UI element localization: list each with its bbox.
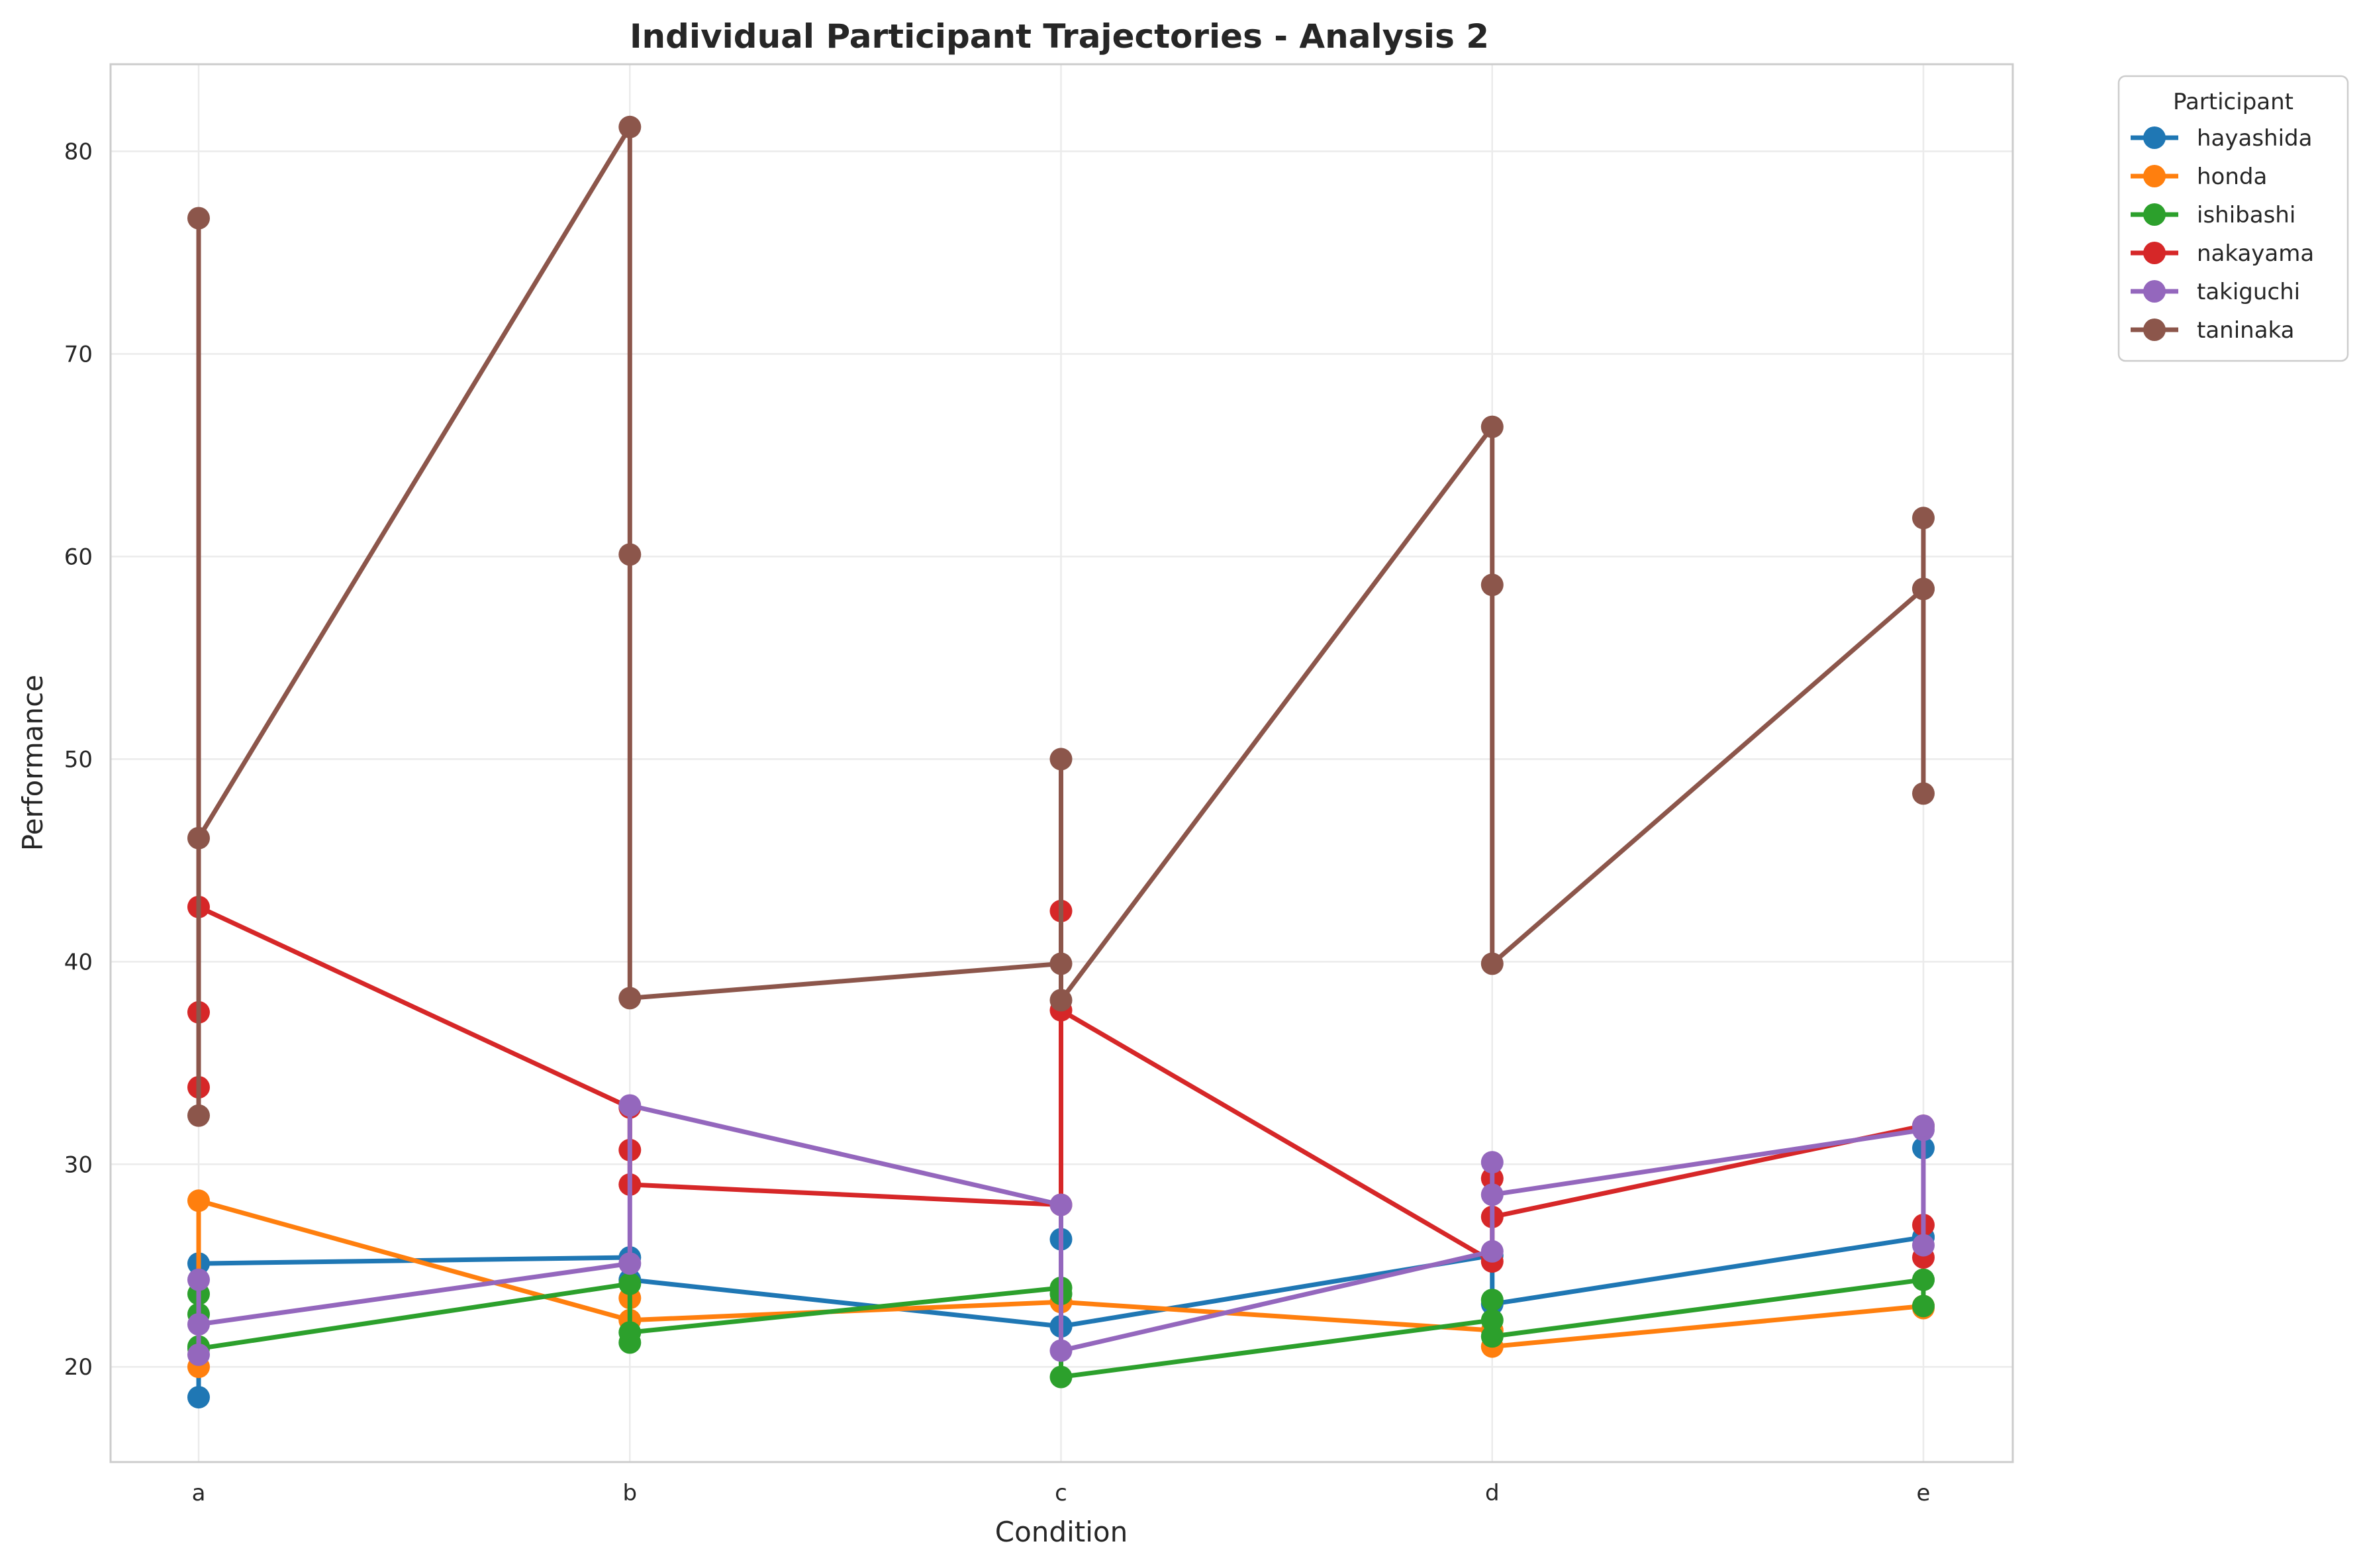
data-point (618, 1321, 642, 1344)
data-point (1480, 1240, 1504, 1263)
chart-title: Individual Participant Trajectories - An… (630, 17, 1489, 56)
x-tick-label: b (622, 1480, 637, 1506)
data-point (1480, 1183, 1504, 1206)
legend-marker (2143, 203, 2166, 226)
data-point (618, 115, 642, 138)
data-point (1049, 1365, 1073, 1389)
legend-entry-honda: honda (2131, 164, 2267, 190)
data-point (1049, 1339, 1073, 1362)
data-point (1049, 989, 1073, 1012)
x-tick-label: c (1055, 1480, 1067, 1506)
data-point (1912, 1234, 1935, 1257)
legend-label: ishibashi (2197, 202, 2295, 228)
data-point (187, 1104, 210, 1127)
data-point (187, 1313, 210, 1336)
legend-entry-takiguchi: takiguchi (2131, 279, 2300, 305)
plot-frame (109, 63, 2014, 1463)
legend-label: hayashida (2197, 125, 2312, 152)
legend-label: takiguchi (2197, 279, 2300, 305)
legend-marker (2143, 165, 2166, 187)
data-point (187, 1268, 210, 1291)
y-tick-label: 40 (64, 949, 93, 975)
legend-marker (2143, 242, 2166, 264)
x-axis-label: Condition (995, 1516, 1128, 1548)
data-point (618, 1252, 642, 1275)
data-point (1480, 1289, 1504, 1312)
data-point (618, 1094, 642, 1117)
data-point (618, 1272, 642, 1295)
data-point (187, 1189, 210, 1212)
legend-marker (2143, 280, 2166, 303)
legend-entry-taninaka: taninaka (2131, 317, 2294, 344)
data-point (1049, 748, 1073, 771)
data-point (1912, 782, 1935, 805)
data-point (1049, 952, 1073, 975)
data-point (1480, 952, 1504, 975)
legend-items: hayashida honda ishibashi nakayama takiguchi… (2131, 125, 2314, 344)
legend-entry-nakayama: nakayama (2131, 240, 2314, 267)
data-point (1480, 1308, 1504, 1332)
data-point (1912, 1268, 1935, 1291)
legend-label: taninaka (2197, 317, 2294, 344)
y-tick-label: 80 (64, 139, 93, 166)
y-tick-label: 50 (64, 746, 93, 773)
legend-label: nakayama (2197, 240, 2314, 267)
data-point (1480, 415, 1504, 438)
data-point (618, 987, 642, 1010)
legend-marker (2143, 318, 2166, 341)
data-point (618, 543, 642, 566)
legend-title: Participant (2173, 89, 2293, 115)
data-point (1480, 1325, 1504, 1348)
data-point (1912, 1114, 1935, 1138)
data-point (187, 1386, 210, 1409)
data-point (187, 826, 210, 850)
data-point (1912, 577, 1935, 601)
series-taninaka (187, 115, 1935, 1127)
y-tick-label: 70 (64, 341, 93, 368)
y-tick-label: 30 (64, 1152, 93, 1178)
legend-label: honda (2197, 164, 2267, 190)
legend-entry-ishibashi: ishibashi (2131, 202, 2295, 228)
data-point (1912, 1295, 1935, 1318)
legend: Participant hayashida honda ishibashi nakay… (2117, 75, 2349, 362)
series-layer (187, 115, 1935, 1409)
series-takiguchi (187, 1094, 1935, 1366)
data-point (1912, 507, 1935, 530)
data-point (1049, 1193, 1073, 1216)
data-point (1480, 573, 1504, 597)
data-point (187, 1343, 210, 1366)
data-point (187, 207, 210, 230)
series-line (196, 124, 1926, 1118)
data-point (1480, 1151, 1504, 1174)
legend-entry-hayashida: hayashida (2131, 125, 2312, 152)
tick-labels: a b c d e 20 30 40 50 60 70 80 (64, 139, 1931, 1506)
x-tick-label: a (192, 1480, 206, 1506)
y-tick-label: 20 (64, 1354, 93, 1381)
x-tick-label: e (1917, 1480, 1931, 1506)
y-axis-label: Performance (17, 675, 49, 851)
y-tick-label: 60 (64, 544, 93, 570)
x-tick-label: d (1485, 1480, 1500, 1506)
legend-marker (2143, 126, 2166, 149)
